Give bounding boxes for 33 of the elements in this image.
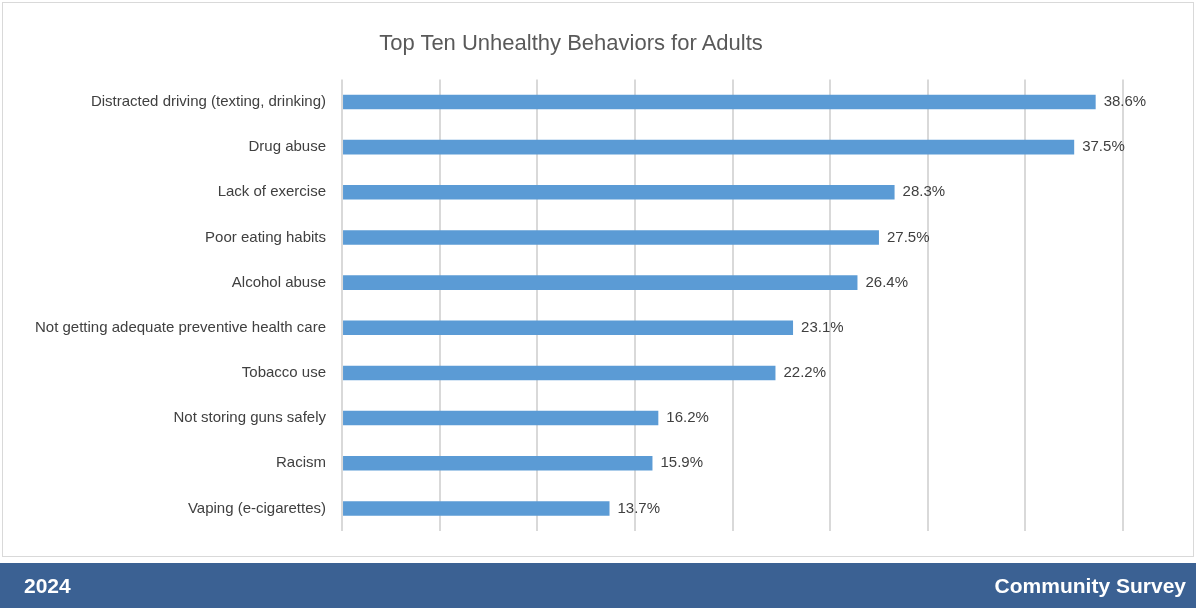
y-tick-label: Tobacco use bbox=[241, 363, 327, 381]
bar bbox=[343, 320, 794, 336]
bar bbox=[343, 185, 895, 200]
bar bbox=[343, 230, 879, 245]
bar bbox=[343, 275, 858, 290]
data-label: 26.4% bbox=[865, 272, 909, 290]
data-label: 22.2% bbox=[783, 363, 827, 381]
data-label: 13.7% bbox=[617, 498, 661, 516]
bar bbox=[343, 94, 1096, 110]
data-label: 16.2% bbox=[666, 408, 709, 426]
bar bbox=[343, 139, 1075, 155]
y-tick-label: Poor eating habits bbox=[205, 227, 327, 245]
y-tick-label: Alcohol abuse bbox=[231, 272, 327, 290]
y-tick-label: Racism bbox=[276, 453, 327, 471]
y-tick-label: Not getting adequate preventive health care bbox=[34, 317, 327, 335]
y-tick-label: Distracted driving (texting, drinking) bbox=[90, 92, 327, 110]
bar bbox=[343, 455, 653, 471]
chart-title: Top Ten Unhealthy Behaviors for Adults bbox=[379, 30, 763, 56]
y-tick-label: Lack of exercise bbox=[217, 182, 327, 200]
text: 2024 bbox=[24, 573, 71, 598]
data-label: 15.9% bbox=[660, 453, 704, 471]
data-label: 27.5% bbox=[886, 227, 930, 245]
y-tick-label: Drug abuse bbox=[248, 137, 327, 155]
data-label: 23.1% bbox=[801, 317, 844, 335]
bar bbox=[343, 501, 610, 516]
bar bbox=[343, 410, 659, 426]
y-tick-label: Not storing guns safely bbox=[173, 408, 327, 426]
data-label: 38.6% bbox=[1103, 92, 1147, 110]
data-label: 37.5% bbox=[1082, 137, 1125, 155]
text: Community Survey bbox=[994, 573, 1186, 598]
data-label: 28.3% bbox=[902, 182, 946, 200]
y-tick-label: Vaping (e-cigarettes) bbox=[187, 498, 327, 516]
bar bbox=[343, 365, 776, 381]
